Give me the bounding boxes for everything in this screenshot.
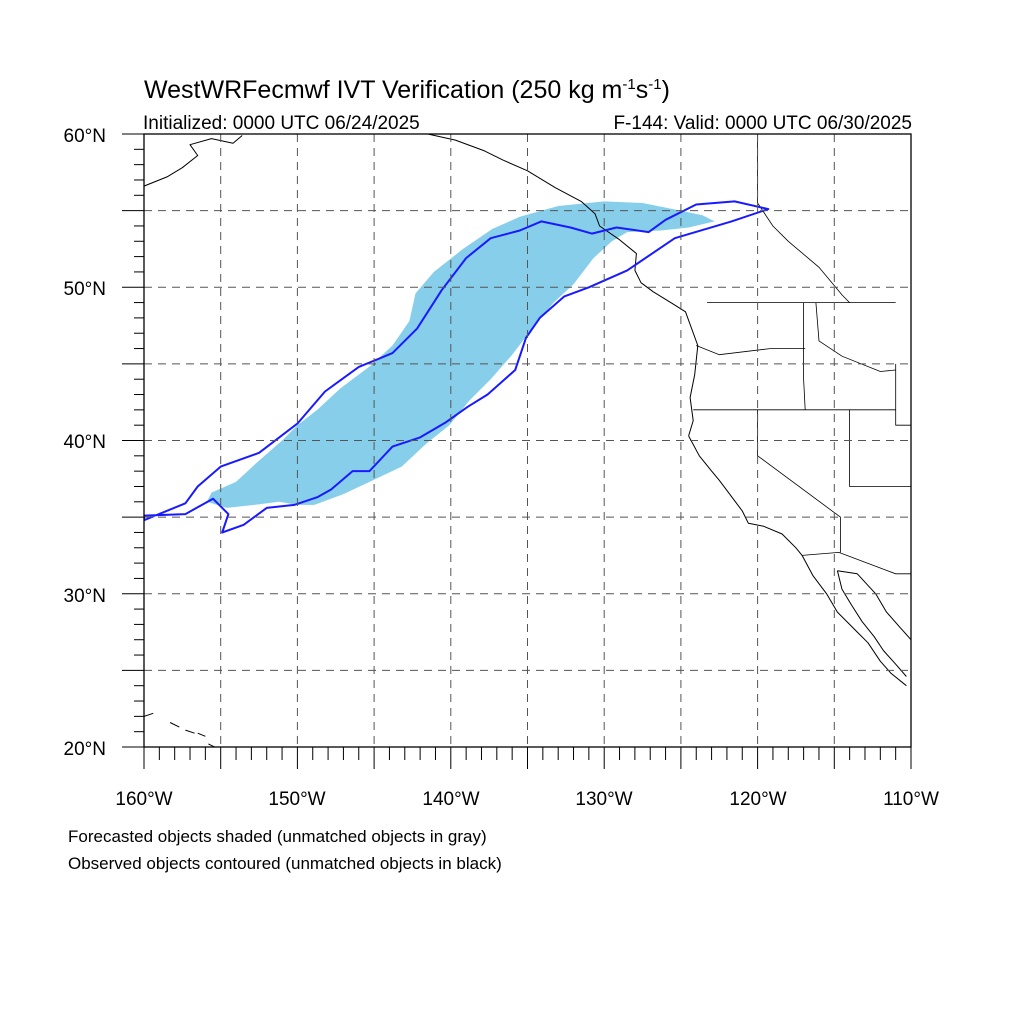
political-border: [895, 363, 911, 426]
hawaii-island: [185, 729, 195, 734]
political-border: [757, 409, 841, 553]
map-plot-area: [144, 134, 911, 747]
lon-label: 110°W: [883, 789, 939, 810]
political-border: [849, 409, 911, 487]
political-border: [815, 302, 896, 372]
lat-label: 60°N: [64, 126, 106, 147]
title-mid: s: [636, 76, 649, 104]
lon-label: 130°W: [575, 789, 632, 810]
political-border: [803, 302, 806, 410]
political-border: [757, 134, 850, 303]
title-main: WestWRFecmwf IVT Verification (250 kg m: [144, 76, 622, 104]
coastline-baja-east: [836, 570, 907, 677]
political-border: [696, 345, 806, 356]
map-ticks: [122, 133, 912, 769]
footer-forecast-note: Forecasted objects shaded (unmatched obj…: [68, 827, 487, 846]
lat-lon-grid: [144, 134, 911, 747]
subtitle-valid: F-144: Valid: 0000 UTC 06/30/2025: [613, 113, 912, 134]
lon-labels: 160°W 150°W 140°W 130°W 120°W 110°W: [115, 789, 939, 810]
hawaii-island: [169, 722, 180, 728]
political-border: [802, 551, 911, 575]
lat-label: 30°N: [64, 586, 106, 607]
lon-label: 120°W: [729, 789, 786, 810]
coastline-south: [688, 435, 907, 687]
lat-label: 50°N: [64, 279, 106, 300]
hawaii-island: [144, 712, 154, 717]
lat-labels: 60°N 50°N 40°N 30°N 20°N: [64, 126, 106, 760]
title-sup2: -1: [648, 76, 661, 93]
observed-ivt-contour: [144, 200, 770, 534]
lat-label: 20°N: [64, 739, 106, 760]
coastline-north: [427, 134, 699, 437]
coastline-mexico: [837, 570, 911, 641]
lat-label: 40°N: [64, 432, 106, 453]
lon-label: 140°W: [422, 789, 479, 810]
coastline-alaska: [144, 135, 243, 187]
title-sup1: -1: [622, 76, 635, 93]
forecast-ivt-object: [206, 201, 715, 508]
lon-label: 150°W: [268, 789, 325, 810]
hawaii-island: [197, 732, 206, 737]
title-close: ): [662, 76, 670, 104]
subtitle-initialized: Initialized: 0000 UTC 06/24/2025: [143, 113, 420, 134]
hawaii-island: [208, 743, 216, 747]
footer-observed-note: Observed objects contoured (unmatched ob…: [68, 854, 502, 873]
lon-label: 160°W: [115, 789, 172, 810]
map-title: WestWRFecmwf IVT Verification (250 kg m-…: [144, 76, 670, 104]
